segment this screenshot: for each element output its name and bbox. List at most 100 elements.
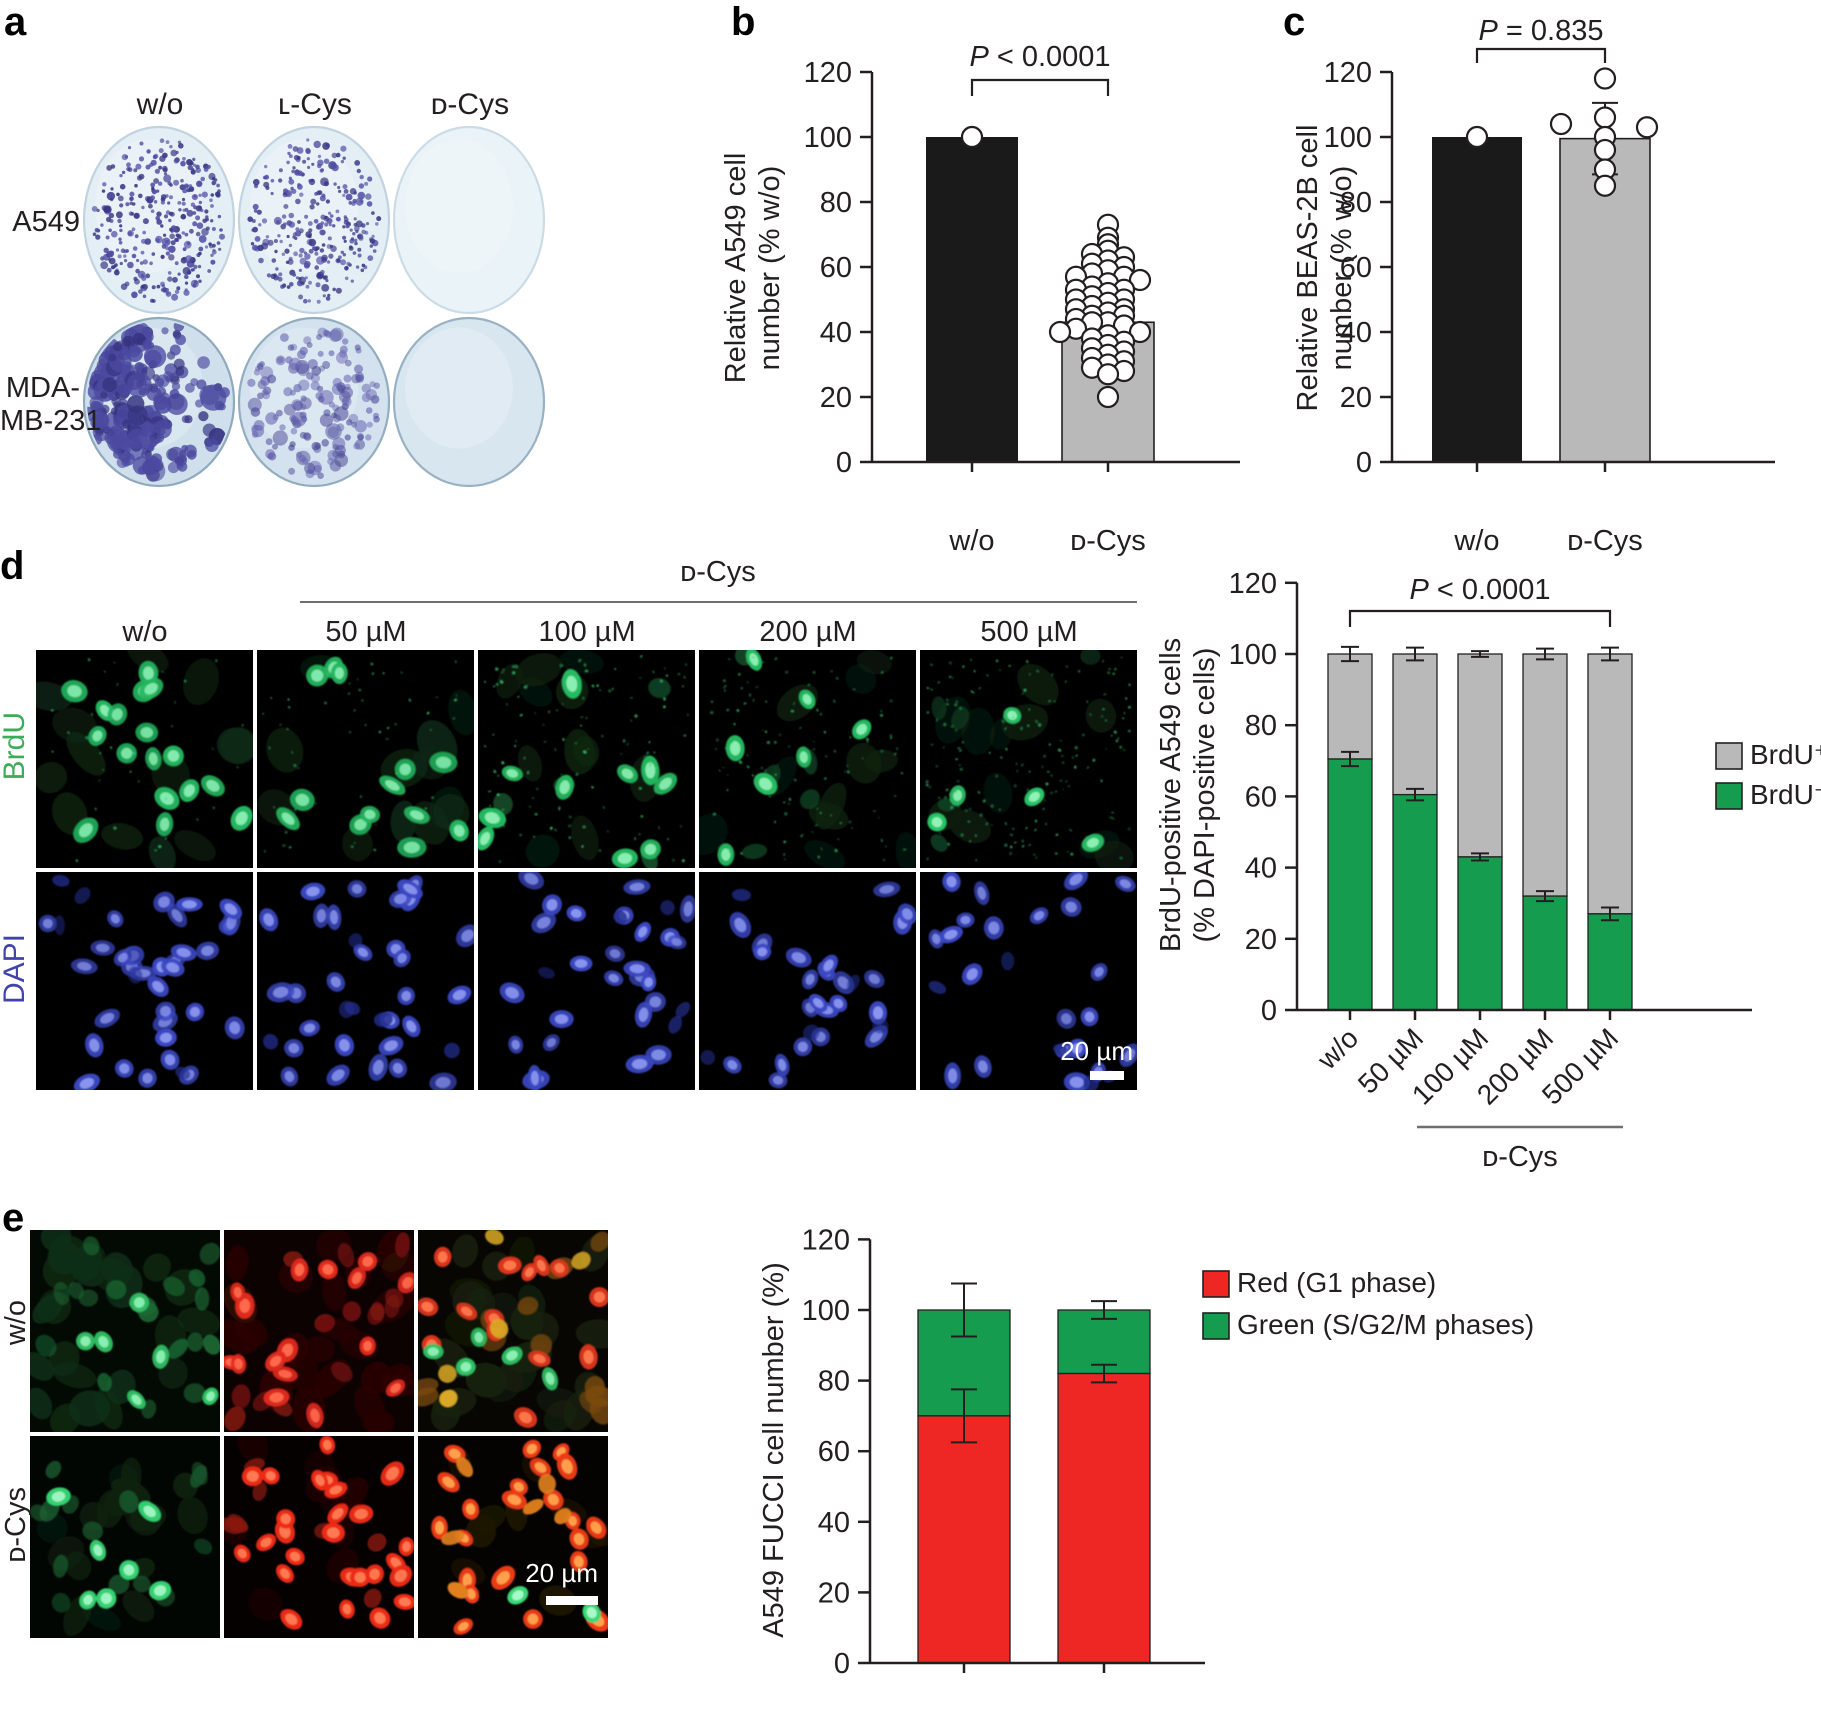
chart-c-ytick-80: 80 (1340, 187, 1372, 219)
panel-d-scalebar (1090, 1071, 1124, 1080)
chart-e-legend-label-0: Red (G1 phase) (1237, 1267, 1436, 1298)
chart-c-ytick-20: 20 (1340, 382, 1372, 414)
chart-c-ytick-60: 60 (1340, 252, 1372, 284)
panel-d-group-line (300, 601, 1137, 603)
chart-b-ylabel-0: Relative A549 cell (720, 153, 752, 384)
chart-d-bar-bottom-2 (1457, 856, 1503, 1011)
chart-c-pvalue: P = 0.835 (1479, 15, 1604, 47)
chart-e-legend-swatch-0 (1202, 1270, 1230, 1298)
chart-d-ytick-60: 60 (1245, 781, 1277, 813)
chart-b: Relative A549 cell number (% w/o) 0 20 40 60 8… (720, 41, 1240, 557)
panel-a-letter: a (4, 0, 27, 44)
chart-d-xlabel-1: 50 µM (1352, 1022, 1429, 1099)
chart-d: BrdU-positive A549 cells (% DAPI-positive… (1155, 568, 1821, 1173)
micro-dapi-wo (36, 872, 253, 1090)
chart-e-ytick-80: 80 (818, 1366, 850, 1398)
chart-e-ytick-0: 0 (834, 1648, 850, 1680)
chart-c: Relative BEAS-2B cell number (% w/o) 0 20 40… (1292, 15, 1775, 557)
micro-dapi-200 (699, 872, 916, 1090)
dish-a549-dcys (392, 125, 546, 315)
micro-fucci-wo-green (30, 1230, 220, 1432)
chart-b-xlabel-0: w/o (948, 525, 994, 557)
chart-b-bar-0 (926, 137, 1018, 462)
chart-d-bar-bottom-4 (1587, 913, 1633, 1011)
panel-d-group-header: ᴅ-Cys (680, 556, 756, 588)
chart-c-ytick-120: 120 (1324, 57, 1372, 89)
micro-fucci-dcys-merge (418, 1436, 608, 1638)
chart-e-bar-top-0 (917, 1309, 1011, 1417)
chart-e-ytick-20: 20 (818, 1577, 850, 1609)
micro-brdu-wo (36, 650, 253, 868)
micro-fucci-dcys-green (30, 1436, 220, 1638)
panel-a-row-label-mda: MDA- MB-231 (0, 372, 102, 439)
chart-e-ytick-40: 40 (818, 1507, 850, 1539)
chart-c-ytick-100: 100 (1324, 122, 1372, 154)
chart-e-ytick-60: 60 (818, 1436, 850, 1468)
micro-fucci-wo-merge (418, 1230, 608, 1432)
chart-d-ylabel-1: (% DAPI-positive cells) (1189, 648, 1221, 943)
panel-a-col-label-wo: w/o (136, 88, 184, 121)
chart-b-ytick-20: 20 (820, 382, 852, 414)
panel-d-col-label-500: 500 µM (980, 616, 1078, 648)
chart-e-legend-label-1: Green (S/G2/M phases) (1237, 1309, 1534, 1340)
dish-mda-lcys (237, 316, 391, 488)
chart-c-bar-0 (1432, 137, 1522, 462)
chart-d-bar-top-0 (1327, 653, 1373, 760)
chart-d-ytick-0: 0 (1261, 995, 1277, 1027)
chart-b-bar-1 (1061, 321, 1155, 463)
chart-d-ytick-40: 40 (1245, 853, 1277, 885)
chart-d-xlabel-0: w/o (1311, 1022, 1364, 1075)
chart-d-pvalue: P < 0.0001 (1409, 574, 1550, 606)
chart-d-xlabel-3: 200 µM (1471, 1022, 1559, 1110)
chart-e-bar-top-1 (1057, 1309, 1151, 1375)
panel-a-col-label-lcys: ʟ-Cys (278, 88, 352, 121)
panel-d-col-label-200: 200 µM (759, 616, 857, 648)
chart-b-xlabel-1: ᴅ-Cys (1070, 525, 1146, 557)
micro-fucci-dcys-red (224, 1436, 414, 1638)
chart-e-legend-swatch-1 (1202, 1312, 1230, 1340)
micro-fucci-wo-red (224, 1230, 414, 1432)
panel-c-letter: c (1283, 0, 1306, 44)
micro-brdu-50 (257, 650, 474, 868)
panel-e-row-label-dcys: ᴅ-Cys (0, 1487, 32, 1563)
chart-c-ytick-40: 40 (1340, 317, 1372, 349)
chart-b-ytick-40: 40 (820, 317, 852, 349)
chart-e-ytick-120: 120 (802, 1224, 850, 1256)
chart-d-legend-swatch-1 (1715, 782, 1743, 810)
chart-c-ytick-0: 0 (1356, 447, 1372, 479)
panel-a-row-label-mda-line2: MB-231 (0, 405, 102, 438)
chart-d-bar-top-3 (1522, 653, 1568, 897)
dish-mda-wo (82, 316, 236, 488)
dish-a549-lcys (237, 125, 391, 315)
chart-d-ytick-100: 100 (1229, 639, 1277, 671)
chart-e-ytick-100: 100 (802, 1295, 850, 1327)
panel-d-col-label-wo: w/o (122, 616, 168, 648)
chart-d-bar-bottom-1 (1392, 793, 1438, 1011)
panel-e-scalebar-label: 20 µm (525, 1558, 598, 1588)
chart-b-ytick-80: 80 (820, 187, 852, 219)
chart-b-pvalue: P < 0.0001 (969, 41, 1110, 73)
chart-d-group-label: ᴅ-Cys (1482, 1141, 1558, 1173)
chart-d-ytick-120: 120 (1229, 568, 1277, 600)
chart-e-bar-bottom-1 (1057, 1372, 1151, 1664)
chart-b-ytick-60: 60 (820, 252, 852, 284)
panel-e-letter: e (2, 1196, 25, 1240)
chart-c-ylabel-0: Relative BEAS-2B cell (1292, 125, 1324, 412)
micro-brdu-100 (478, 650, 695, 868)
chart-e-ylabel-0: A549 FUCCI cell number (%) (758, 1262, 790, 1638)
panel-e-scalebar (546, 1596, 598, 1605)
chart-e: A549 FUCCI cell number (%) 0 20 40 60 80 100 12… (758, 1224, 1534, 1680)
chart-d-legend-swatch-0 (1715, 742, 1743, 770)
panel-d-row-label-dapi: DAPI (0, 934, 31, 1005)
chart-c-xlabel-0: w/o (1453, 525, 1499, 557)
chart-d-ytick-20: 20 (1245, 924, 1277, 956)
chart-c-bar-1 (1559, 137, 1651, 463)
micro-dapi-100 (478, 872, 695, 1090)
micro-brdu-200 (699, 650, 916, 868)
chart-d-legend-label-1: BrdU⁻ (1750, 779, 1821, 810)
chart-b-ytick-0: 0 (836, 447, 852, 479)
panel-d-col-label-50: 50 µM (325, 616, 407, 648)
chart-d-bar-bottom-0 (1327, 758, 1373, 1011)
chart-d-xlabel-4: 500 µM (1536, 1022, 1624, 1110)
chart-d-legend-label-0: BrdU⁺ (1750, 739, 1821, 770)
